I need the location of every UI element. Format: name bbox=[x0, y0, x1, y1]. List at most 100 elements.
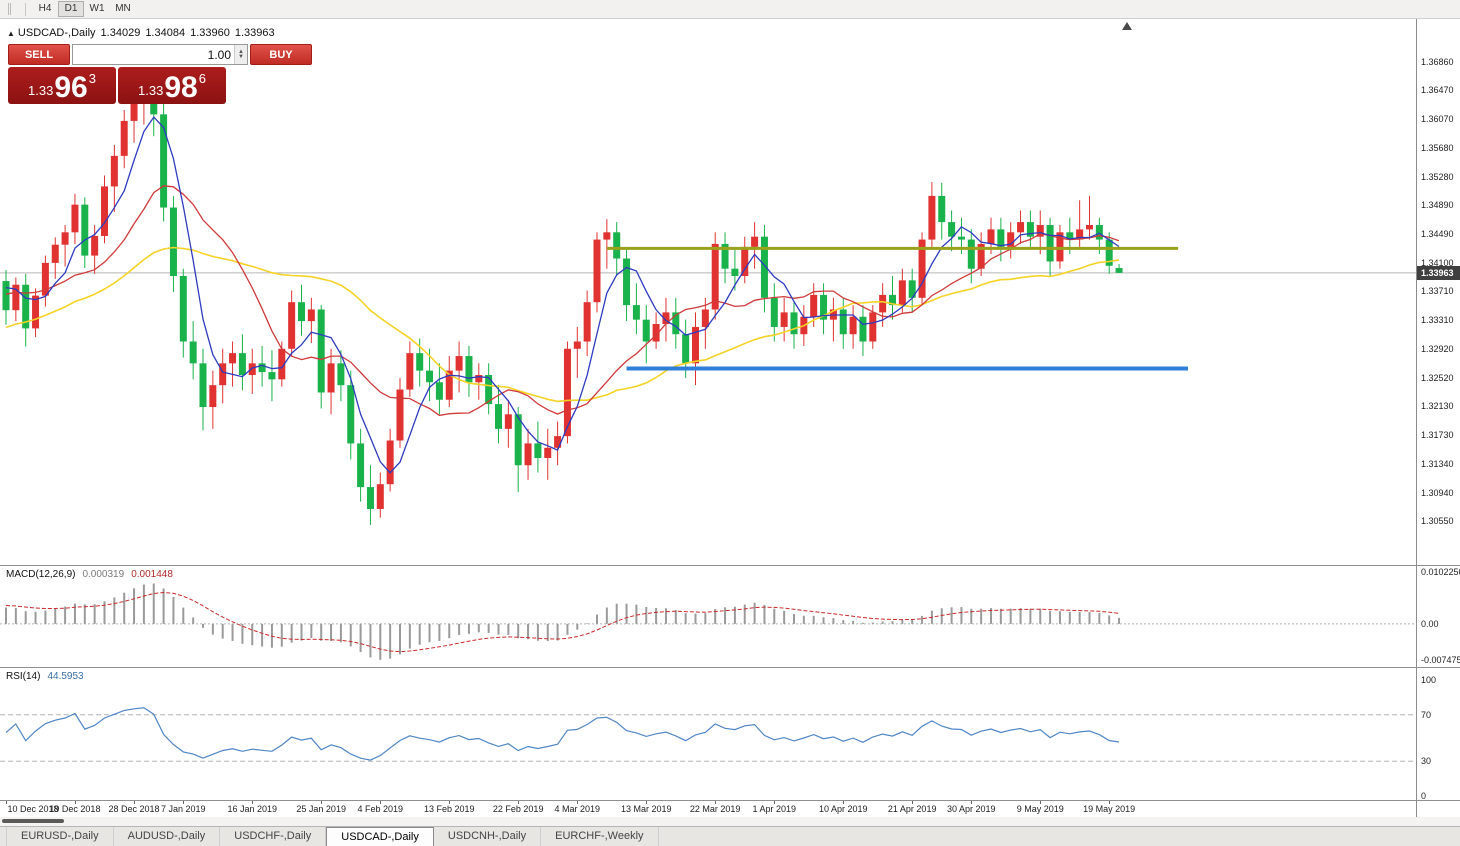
candle bbox=[229, 341, 237, 387]
candle bbox=[160, 97, 168, 222]
candle bbox=[22, 273, 30, 347]
candle bbox=[426, 348, 434, 402]
candle bbox=[1115, 264, 1123, 274]
candle bbox=[32, 288, 40, 338]
chart-tab-usdcad[interactable]: USDCAD-,Daily bbox=[326, 827, 434, 846]
volume-field[interactable]: ▲ ▼ bbox=[72, 44, 248, 65]
candle bbox=[583, 290, 591, 357]
date-axis[interactable]: 10 Dec 2018 19 Dec 2018 28 Dec 2018 7 Jan 2… bbox=[0, 801, 1460, 817]
candle bbox=[623, 246, 631, 322]
timeframe-h4-button[interactable]: H4 bbox=[32, 1, 58, 17]
date-axis-label: 22 Feb 2019 bbox=[492, 804, 544, 814]
date-axis-tick bbox=[843, 801, 845, 804]
candle bbox=[396, 377, 404, 448]
volume-spinner[interactable]: ▲ ▼ bbox=[234, 45, 247, 64]
candle bbox=[928, 182, 936, 247]
price-axis-label: 1.31730 bbox=[1421, 430, 1454, 441]
main-chart-panel[interactable]: ▲ USDCAD-,Daily 1.34029 1.34084 1.33960 1.339… bbox=[0, 19, 1460, 565]
horizontal-scrollbar[interactable] bbox=[0, 817, 1460, 826]
candle bbox=[101, 175, 108, 244]
date-axis-label: 10 Apr 2019 bbox=[818, 804, 868, 814]
macd-axis-label: 0.00 bbox=[1421, 618, 1439, 629]
date-axis-tick bbox=[646, 801, 648, 804]
candle bbox=[1086, 195, 1093, 240]
date-axis-label: 21 Apr 2019 bbox=[887, 804, 937, 814]
candle bbox=[859, 305, 867, 357]
candle bbox=[524, 428, 532, 480]
date-axis-tick bbox=[971, 801, 973, 804]
rsi-chart bbox=[0, 707, 1416, 762]
volume-input[interactable] bbox=[73, 45, 234, 64]
macd-label: MACD(12,26,9) bbox=[6, 569, 76, 580]
date-axis-tick bbox=[518, 801, 520, 804]
price-axis-label: 1.36860 bbox=[1421, 56, 1454, 67]
sell-price-display[interactable]: 1.33 96 3 bbox=[8, 67, 116, 104]
timeframe-mn-button[interactable]: MN bbox=[110, 1, 136, 17]
date-axis-label: 19 May 2019 bbox=[1083, 804, 1136, 814]
candle bbox=[258, 345, 266, 387]
candle bbox=[573, 326, 581, 378]
rsi-value: 44.5953 bbox=[47, 671, 84, 682]
macd-signal-line bbox=[5, 591, 1120, 653]
candle bbox=[288, 290, 296, 357]
chart-tab-audusd[interactable]: AUDUSD-,Daily bbox=[114, 827, 221, 846]
scrollbar-thumb[interactable] bbox=[2, 819, 64, 823]
candle bbox=[2, 270, 10, 325]
date-axis-tick bbox=[1040, 801, 1042, 804]
candle bbox=[642, 305, 650, 364]
candle bbox=[1007, 222, 1015, 259]
chart-tab-eurusd[interactable]: EURUSD-,Daily bbox=[6, 827, 114, 846]
buy-price-display[interactable]: 1.33 98 6 bbox=[118, 67, 226, 104]
price-axis-label: 1.30550 bbox=[1421, 516, 1454, 527]
spinner-up-icon[interactable]: ▲ bbox=[238, 48, 244, 55]
panel-separator[interactable] bbox=[0, 565, 1460, 566]
candle bbox=[12, 277, 20, 322]
chart-tab-usdcnh[interactable]: USDCNH-,Daily bbox=[434, 827, 542, 846]
candle bbox=[701, 297, 709, 349]
date-axis-tick bbox=[6, 801, 7, 804]
macd-signal-value: 0.001448 bbox=[131, 569, 173, 580]
rsi-axis-label: 30 bbox=[1421, 756, 1432, 767]
chart-shift-marker-icon[interactable] bbox=[1122, 22, 1132, 30]
timeframe-w1-button[interactable]: W1 bbox=[84, 1, 110, 17]
candle bbox=[731, 246, 739, 291]
buy-price-big: 98 bbox=[164, 70, 198, 104]
candle bbox=[967, 229, 975, 284]
sell-price-prefix: 1.33 bbox=[28, 83, 54, 98]
candle bbox=[455, 341, 463, 393]
candle bbox=[81, 197, 89, 268]
candle bbox=[179, 268, 187, 358]
macd-axis-label: 0.0102250 bbox=[1421, 567, 1460, 577]
macd-chart bbox=[0, 583, 1416, 660]
candle bbox=[603, 219, 611, 269]
spinner-down-icon[interactable]: ▼ bbox=[238, 53, 244, 60]
price-axis-label: 1.32920 bbox=[1421, 343, 1454, 354]
timeframe-d1-button[interactable]: D1 bbox=[58, 1, 84, 17]
date-axis-label: 13 Feb 2019 bbox=[423, 804, 475, 814]
date-axis-label: 10 Dec 2018 bbox=[7, 804, 59, 814]
chart-tab-usdchf[interactable]: USDCHF-,Daily bbox=[220, 827, 327, 846]
candle bbox=[209, 370, 217, 429]
macd-panel[interactable]: MACD(12,26,9) 0.000319 0.001448 0.0102250 0… bbox=[0, 566, 1460, 667]
chart-tab-eurchf[interactable]: EURCHF-,Weekly bbox=[541, 827, 659, 846]
candle bbox=[790, 302, 798, 349]
buy-button[interactable]: BUY bbox=[250, 44, 312, 65]
candle bbox=[51, 237, 59, 279]
chart-collapse-icon[interactable]: ▲ bbox=[7, 29, 15, 38]
toolbar-grip[interactable] bbox=[8, 3, 11, 15]
candle bbox=[652, 312, 660, 349]
candlestick-chart[interactable] bbox=[0, 19, 1416, 565]
price-axis[interactable]: 1.36860 1.36470 1.36070 1.35680 1.35280 1.348… bbox=[1416, 19, 1460, 565]
candle bbox=[268, 350, 276, 402]
sell-button[interactable]: SELL bbox=[8, 44, 70, 65]
rsi-panel[interactable]: RSI(14) 44.5953 100 70 30 0 bbox=[0, 668, 1460, 801]
date-axis-tick bbox=[912, 801, 914, 804]
candle bbox=[386, 428, 394, 492]
candle bbox=[347, 370, 355, 460]
candle bbox=[751, 222, 759, 269]
panel-separator[interactable] bbox=[0, 667, 1460, 668]
candle bbox=[672, 297, 680, 349]
candle bbox=[91, 225, 99, 274]
candle bbox=[238, 334, 246, 391]
